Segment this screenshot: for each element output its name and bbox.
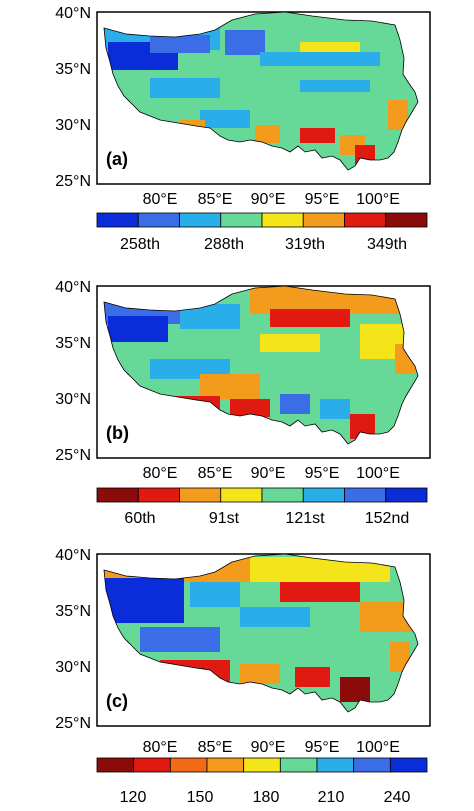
colorbar-segment — [179, 487, 222, 503]
colorbar-segment — [353, 757, 391, 773]
lat-tick-label: 30°N — [55, 659, 91, 676]
colorbar-segment — [243, 757, 281, 773]
plateau-outline — [103, 11, 419, 171]
lon-axis: 80°E 85°E 90°E 95°E 100°E — [143, 739, 400, 756]
lat-axis: 40°N 35°N 30°N 25°N — [55, 279, 91, 464]
lon-tick-label: 90°E — [251, 465, 286, 482]
panel-label: (b) — [106, 423, 129, 443]
colorbar-segment — [96, 487, 139, 503]
panel-label: (a) — [106, 149, 128, 169]
colorbar-segment — [206, 757, 245, 773]
lat-axis: 40°N 35°N 30°N 25°N — [55, 547, 91, 732]
lon-tick-label: 95°E — [305, 191, 340, 208]
map-panel-c: (c) 40°N 35°N 30°N 25°N 80°E 85°E 90°E 9… — [55, 547, 431, 806]
colorbar-label: 91st — [209, 510, 240, 527]
lon-tick-label: 85°E — [198, 465, 233, 482]
lat-tick-label: 40°N — [55, 5, 91, 22]
map-panel-b: (b) 40°N 35°N 30°N 25°N 80°E 85°E 90°E 9… — [55, 279, 431, 527]
lat-tick-label: 40°N — [55, 279, 91, 296]
colorbar-segment — [133, 757, 171, 773]
plateau-outline — [103, 553, 419, 713]
lon-tick-label: 90°E — [251, 191, 286, 208]
lon-tick-label: 95°E — [305, 465, 340, 482]
colorbar — [96, 212, 428, 228]
colorbar-segment — [385, 212, 428, 228]
plateau-outline — [103, 285, 419, 445]
colorbar-segment — [344, 487, 387, 503]
colorbar-label: 121st — [285, 510, 325, 527]
lat-tick-label: 30°N — [55, 391, 91, 408]
lon-tick-label: 95°E — [305, 739, 340, 756]
lon-tick-label: 85°E — [198, 191, 233, 208]
lon-tick-label: 85°E — [198, 739, 233, 756]
panel-label: (c) — [106, 691, 128, 711]
lon-tick-label: 80°E — [143, 465, 178, 482]
colorbar — [96, 757, 428, 773]
lon-axis: 80°E 85°E 90°E 95°E 100°E — [143, 191, 400, 208]
colorbar — [96, 487, 428, 503]
lat-tick-label: 25°N — [55, 173, 91, 190]
colorbar-labels: 258th 288th 319th 349th — [120, 236, 407, 253]
colorbar-segment — [137, 212, 180, 228]
colorbar-segment — [261, 487, 304, 503]
colorbar-segment — [302, 487, 345, 503]
colorbar-labels: 60th 91st 121st 152nd — [124, 510, 409, 527]
colorbar-segment — [96, 212, 139, 228]
lon-tick-label: 80°E — [143, 191, 178, 208]
colorbar-segment — [96, 757, 135, 773]
lon-tick-label: 100°E — [356, 191, 400, 208]
lat-tick-label: 35°N — [55, 61, 91, 78]
colorbar-segment — [385, 487, 428, 503]
colorbar-label: 180 — [253, 789, 280, 806]
colorbar-segment — [279, 757, 318, 773]
colorbar-label: 319th — [285, 236, 325, 253]
colorbar-label: 210 — [318, 789, 345, 806]
lon-axis: 80°E 85°E 90°E 95°E 100°E — [143, 465, 400, 482]
lon-tick-label: 90°E — [251, 739, 286, 756]
lon-tick-label: 80°E — [143, 739, 178, 756]
colorbar-segment — [389, 757, 428, 773]
colorbar-segment — [220, 487, 263, 503]
colorbar-segment — [344, 212, 387, 228]
colorbar-label: 349th — [367, 236, 407, 253]
lat-tick-label: 40°N — [55, 547, 91, 564]
plateau-field — [104, 554, 418, 712]
lat-tick-label: 35°N — [55, 335, 91, 352]
map-panel-a: (a) 40°N 35°N 30°N 25°N 80°E 85°E 90°E 9… — [55, 5, 431, 253]
lat-tick-label: 30°N — [55, 117, 91, 134]
colorbar-segment — [316, 757, 355, 773]
colorbar-segment — [220, 212, 263, 228]
colorbar-segment — [261, 212, 304, 228]
lat-tick-label: 25°N — [55, 715, 91, 732]
lon-tick-label: 100°E — [356, 739, 400, 756]
colorbar-label: 152nd — [365, 510, 410, 527]
lat-axis: 40°N 35°N 30°N 25°N — [55, 5, 91, 190]
colorbar-segment — [169, 757, 208, 773]
lon-tick-label: 100°E — [356, 465, 400, 482]
colorbar-label: 288th — [204, 236, 244, 253]
colorbar-label: 120 — [120, 789, 147, 806]
lat-tick-label: 25°N — [55, 447, 91, 464]
colorbar-label: 240 — [384, 789, 411, 806]
colorbar-label: 150 — [187, 789, 214, 806]
colorbar-labels: 120 150 180 210 240 — [120, 789, 411, 806]
colorbar-segment — [137, 487, 180, 503]
colorbar-label: 60th — [124, 510, 155, 527]
colorbar-label: 258th — [120, 236, 160, 253]
colorbar-segment — [179, 212, 222, 228]
lat-tick-label: 35°N — [55, 603, 91, 620]
colorbar-segment — [302, 212, 345, 228]
